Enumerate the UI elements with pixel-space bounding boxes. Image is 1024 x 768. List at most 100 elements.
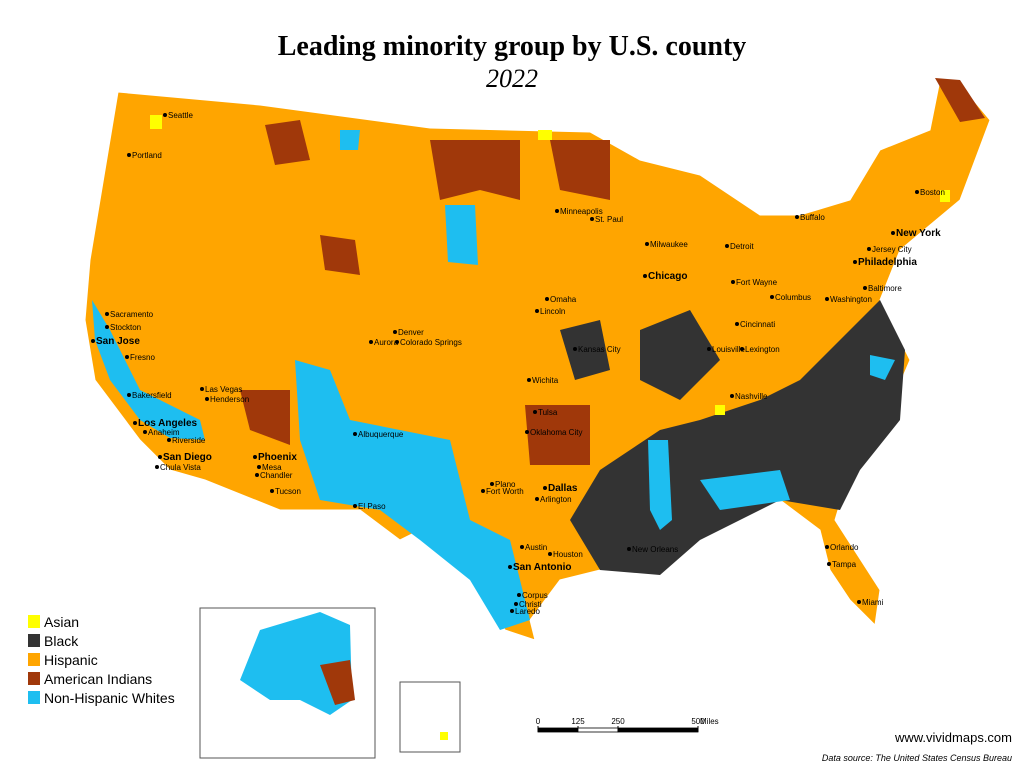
city-dot: [730, 394, 734, 398]
scale-label: 250: [611, 717, 625, 726]
city-dot: [535, 497, 539, 501]
scale-segment: [537, 727, 579, 733]
city: San Diego: [163, 452, 212, 463]
asian-region: [715, 405, 725, 415]
city: San Jose: [96, 336, 140, 347]
city-dot: [533, 410, 537, 414]
city-dot: [158, 455, 162, 459]
city: Denver: [398, 328, 424, 337]
city: Milwaukee: [650, 240, 688, 249]
legend-label: Hispanic: [44, 652, 98, 668]
city: Fresno: [130, 353, 155, 362]
legend-label: Non-Hispanic Whites: [44, 690, 175, 706]
city-dot: [863, 286, 867, 290]
city-dot: [125, 355, 129, 359]
city-dot: [270, 489, 274, 493]
city-dot: [200, 387, 204, 391]
asian-region: [150, 115, 162, 129]
indian-region: [550, 140, 610, 200]
city-dot: [481, 489, 485, 493]
city: Nashville: [735, 392, 768, 401]
city: Plano: [495, 480, 516, 489]
city-dot: [167, 438, 171, 442]
city-dot: [731, 280, 735, 284]
map-title: Leading minority group by U.S. county: [278, 31, 747, 62]
asian-region: [940, 190, 950, 202]
city-dot: [573, 347, 577, 351]
city-dot: [627, 547, 631, 551]
city: Oklahoma City: [530, 428, 582, 437]
city-dot: [545, 297, 549, 301]
city-dot: [827, 562, 831, 566]
city-dot: [490, 482, 494, 486]
city: Mesa: [262, 463, 282, 472]
city: Fort Wayne: [736, 278, 778, 287]
city: St. Paul: [595, 215, 623, 224]
city: Seattle: [168, 111, 193, 120]
city: Albuquerque: [358, 430, 404, 439]
city-dot: [255, 473, 259, 477]
city: Lincoln: [540, 307, 565, 316]
scale-segment: [577, 727, 619, 733]
city-dot: [127, 393, 131, 397]
city: Dallas: [548, 483, 578, 494]
alaska: [320, 660, 355, 705]
legend-swatch: [28, 634, 40, 647]
city-dot: [395, 340, 399, 344]
city-dot: [514, 602, 518, 606]
us-map: [84, 78, 991, 641]
indian-region: [320, 235, 360, 275]
legend-swatch: [28, 615, 40, 628]
city: Las Vegas: [205, 385, 242, 394]
city-dot: [857, 600, 861, 604]
city-dot: [725, 244, 729, 248]
city: Laredo: [515, 607, 540, 616]
city-dot: [393, 330, 397, 334]
city: Orlando: [830, 543, 859, 552]
scale-label: 500: [691, 717, 705, 726]
white-region: [700, 470, 790, 510]
legend-swatch: [28, 672, 40, 685]
legend: Asian Black Hispanic American Indians Non-Hi…: [28, 614, 175, 706]
city-dot: [643, 274, 647, 278]
city: Tampa: [832, 560, 857, 569]
city-dot: [770, 295, 774, 299]
hawaii: [440, 732, 448, 740]
city-dot: [543, 486, 547, 490]
city-dot: [91, 339, 95, 343]
city-dot: [369, 340, 373, 344]
city: Chandler: [260, 471, 293, 480]
city: San Antonio: [513, 562, 572, 573]
city: Colorado Springs: [400, 338, 462, 347]
city: Columbus: [775, 293, 811, 302]
indian-region: [265, 120, 310, 165]
city-dot: [155, 465, 159, 469]
city: Corpus: [522, 591, 548, 600]
city-dot: [891, 231, 895, 235]
data-source: Data source: The United States Census Bu…: [822, 753, 1012, 763]
white-region: [340, 130, 360, 150]
city: Chicago: [648, 271, 687, 282]
city-dot: [535, 309, 539, 313]
city: El Paso: [358, 502, 386, 511]
map-subtitle: 2022: [486, 64, 538, 93]
city: Tulsa: [538, 408, 558, 417]
city: Jersey City: [872, 245, 912, 254]
indian-region: [525, 405, 590, 465]
city: Miami: [862, 598, 884, 607]
city: Minneapolis: [560, 207, 603, 216]
city-dot: [645, 242, 649, 246]
city-dot: [555, 209, 559, 213]
city: Houston: [553, 550, 583, 559]
city-dot: [257, 465, 261, 469]
white-region: [295, 360, 530, 630]
white-region: [92, 300, 205, 440]
city: Buffalo: [800, 213, 825, 222]
legend-label: Black: [44, 633, 79, 649]
legend-swatch: [28, 653, 40, 666]
city: Omaha: [550, 295, 577, 304]
city-dot: [735, 322, 739, 326]
city: Chula Vista: [160, 463, 201, 472]
city: Cincinnati: [740, 320, 775, 329]
